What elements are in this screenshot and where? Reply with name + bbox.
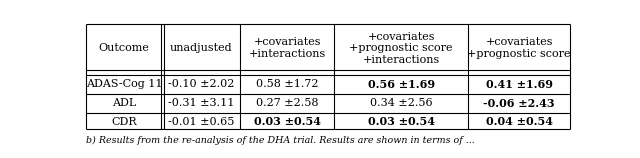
Text: 0.41 ±1.69: 0.41 ±1.69 xyxy=(486,79,552,90)
Text: ADL: ADL xyxy=(112,98,136,108)
Text: -0.10 ±2.02: -0.10 ±2.02 xyxy=(168,79,234,89)
Text: +covariates
+interactions: +covariates +interactions xyxy=(249,37,326,59)
Text: 0.03 ±0.54: 0.03 ±0.54 xyxy=(254,116,321,128)
Text: -0.06 ±2.43: -0.06 ±2.43 xyxy=(483,98,555,109)
Text: -0.01 ±0.65: -0.01 ±0.65 xyxy=(168,117,234,127)
Text: -0.31 ±3.11: -0.31 ±3.11 xyxy=(168,98,234,108)
Text: 0.27 ±2.58: 0.27 ±2.58 xyxy=(256,98,319,108)
Text: unadjusted: unadjusted xyxy=(170,43,232,53)
Text: 0.56 ±1.69: 0.56 ±1.69 xyxy=(367,79,435,90)
Text: ADAS-Cog 11: ADAS-Cog 11 xyxy=(86,79,163,89)
Text: 0.03 ±0.54: 0.03 ±0.54 xyxy=(367,116,435,128)
Text: 0.58 ±1.72: 0.58 ±1.72 xyxy=(256,79,319,89)
Text: 0.04 ±0.54: 0.04 ±0.54 xyxy=(486,116,552,128)
Text: +covariates
+prognostic score
+interactions: +covariates +prognostic score +interacti… xyxy=(349,32,453,65)
Text: +covariates
+prognostic score: +covariates +prognostic score xyxy=(467,37,571,59)
Text: CDR: CDR xyxy=(111,117,137,127)
Text: b) Results from the re-analysis of the DHA trial. Results are shown in terms of : b) Results from the re-analysis of the D… xyxy=(86,136,475,145)
Text: 0.34 ±2.56: 0.34 ±2.56 xyxy=(370,98,433,108)
Text: Outcome: Outcome xyxy=(99,43,150,53)
